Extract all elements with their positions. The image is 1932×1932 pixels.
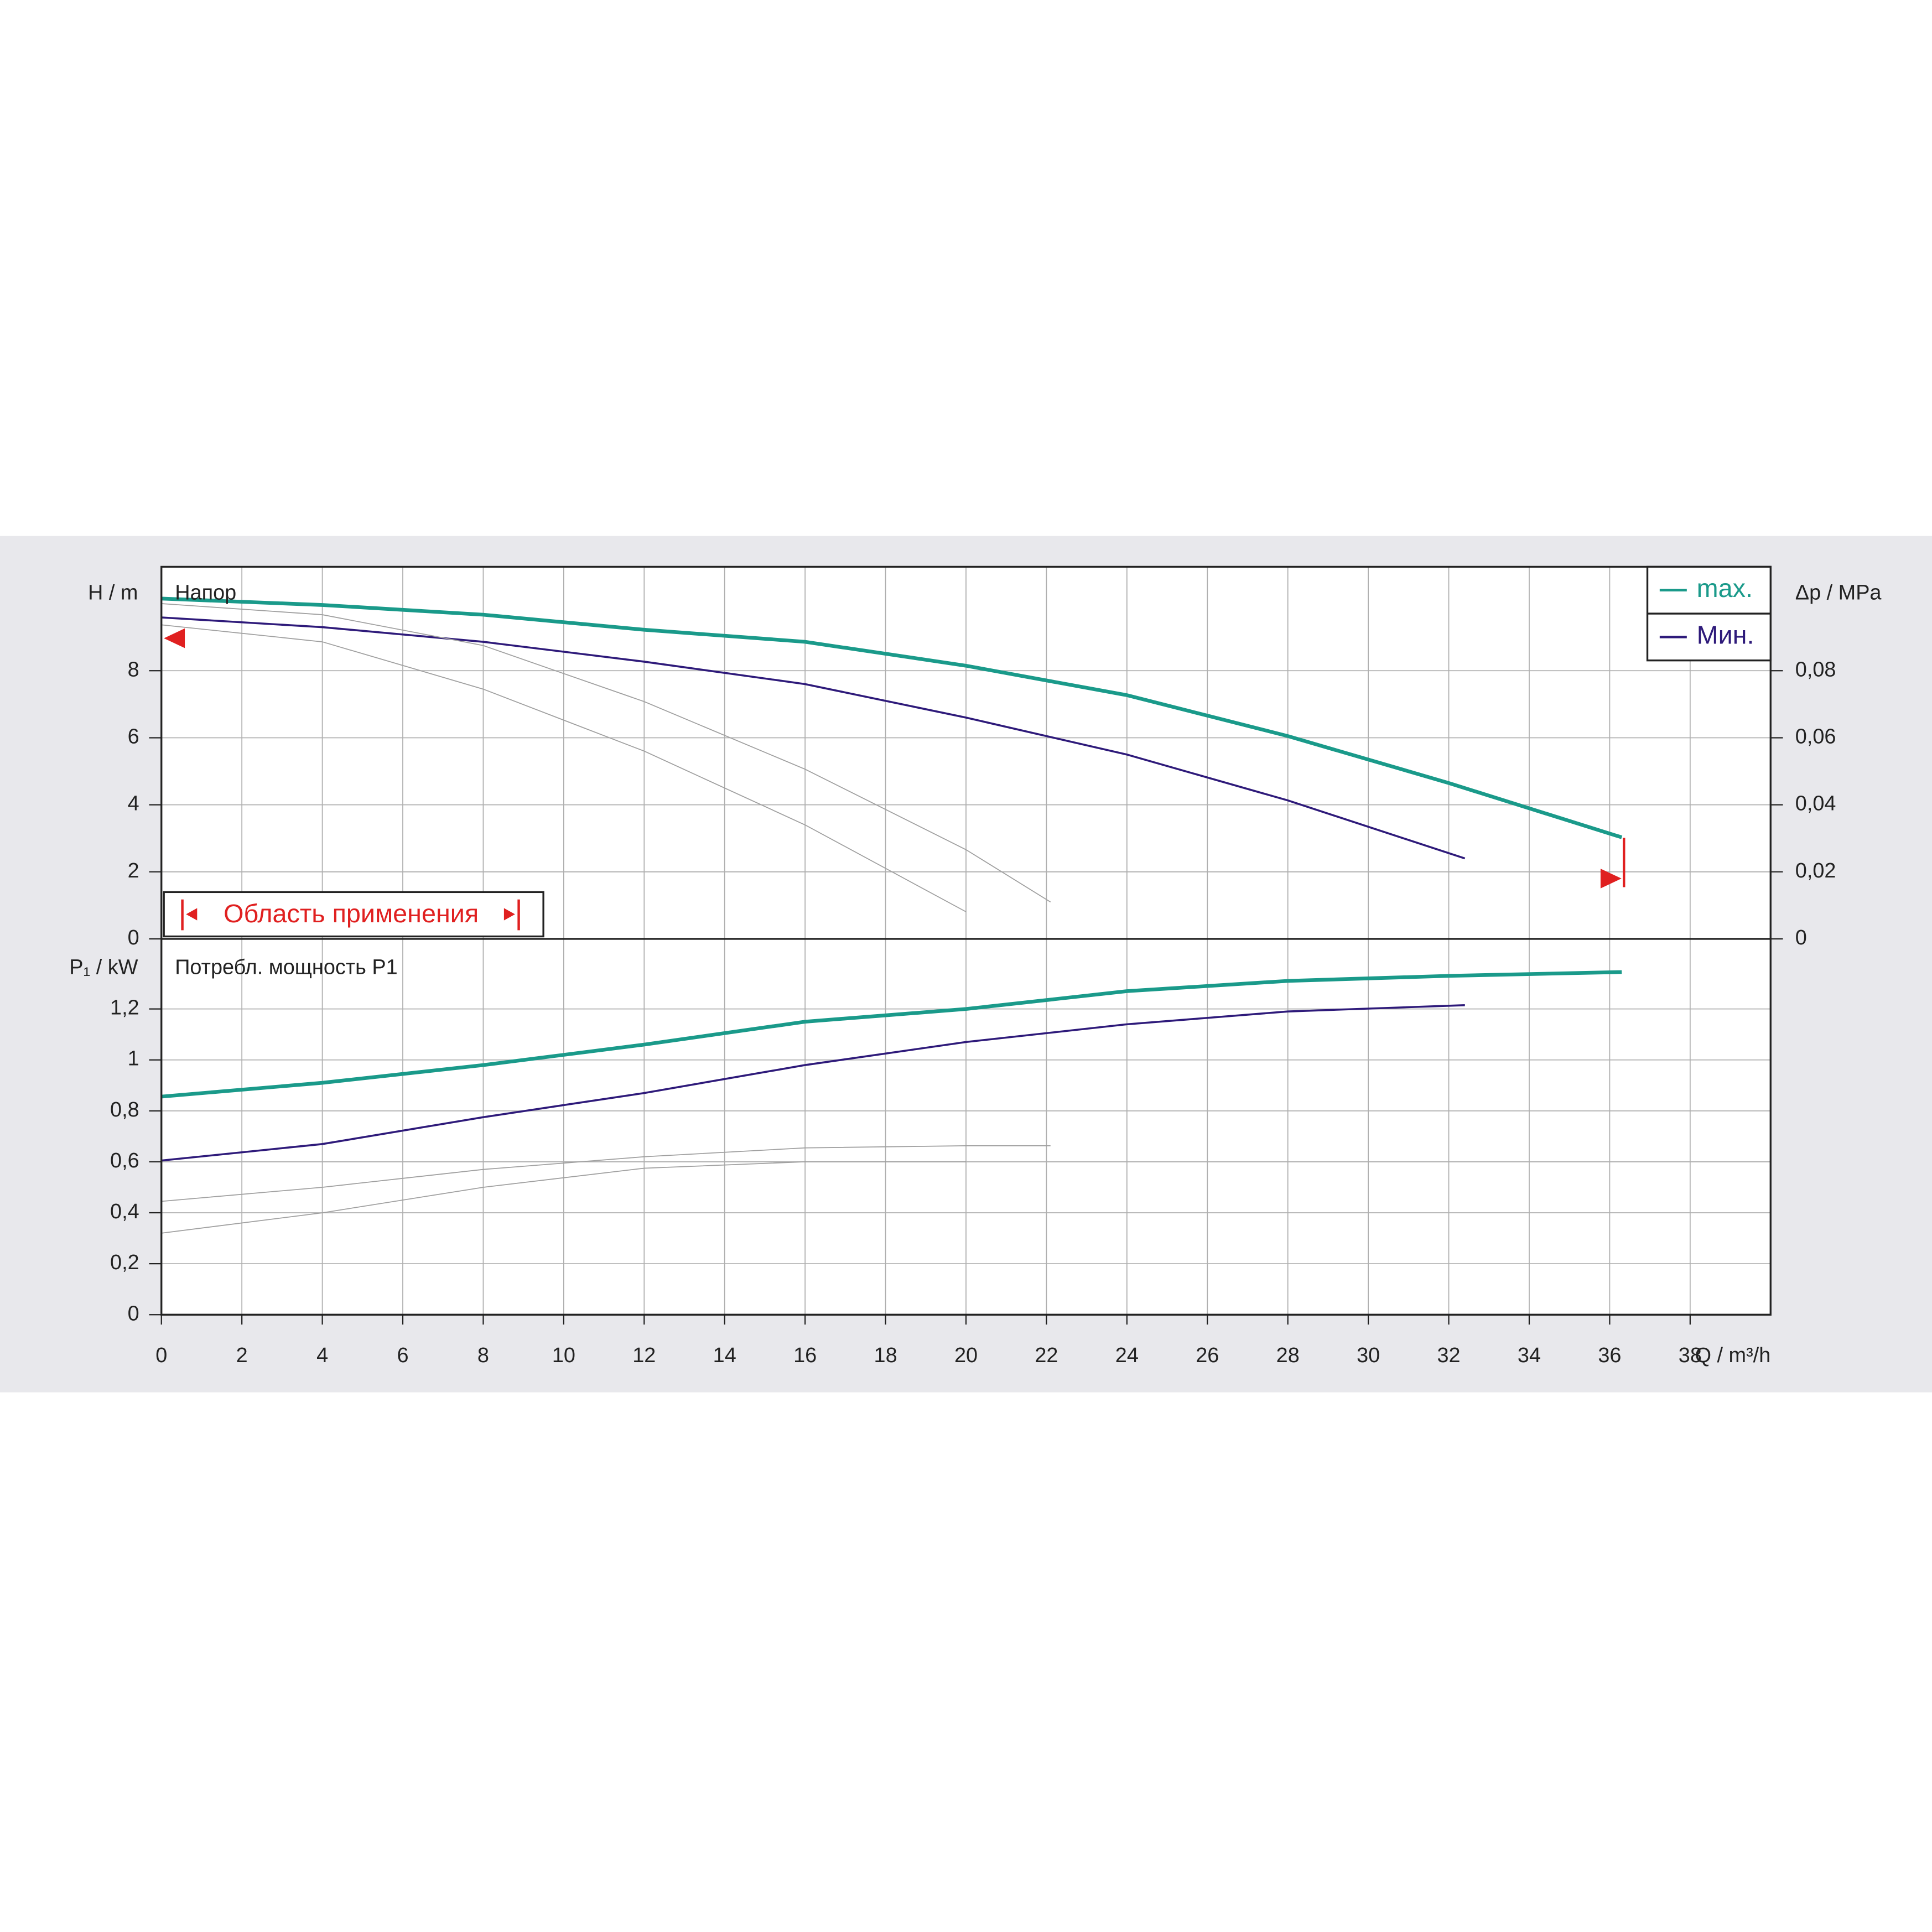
x-tick-label: 8 — [477, 1344, 489, 1367]
y2-axis-label: Δp / MPa — [1795, 581, 1882, 604]
curves — [161, 596, 1623, 1234]
annotation-box — [163, 891, 544, 938]
y-tick-label: 1 — [128, 1047, 139, 1071]
x-tick-label: 32 — [1437, 1344, 1461, 1367]
x-tick-label: 10 — [552, 1344, 575, 1367]
y-axis-label: H / m — [88, 581, 138, 604]
range-arrow — [186, 908, 198, 921]
curve — [161, 603, 1051, 903]
x-tick-label: 28 — [1276, 1344, 1300, 1367]
annotation: Область применения — [224, 899, 479, 928]
x-tick-label: 12 — [632, 1344, 656, 1367]
x-tick-label: 6 — [397, 1344, 408, 1367]
curve — [161, 616, 1466, 860]
range-arrow — [503, 908, 515, 921]
y-tick-label: 0,8 — [110, 1098, 139, 1121]
curve — [161, 624, 967, 912]
y2-tick-label: 0,02 — [1795, 859, 1836, 882]
x-tick-label: 38 — [1679, 1344, 1702, 1367]
range-marker — [1600, 869, 1622, 889]
legend: max. Мин. — [1646, 565, 1772, 662]
curve — [161, 1145, 1051, 1202]
legend-label: max. — [1697, 574, 1753, 603]
x-tick-label: 34 — [1518, 1344, 1541, 1367]
x-tick-label: 4 — [316, 1344, 328, 1367]
chart-title: Напор — [175, 581, 236, 604]
curve — [161, 596, 1623, 839]
curve — [161, 1004, 1465, 1162]
y-tick-label: 0,6 — [110, 1149, 139, 1172]
x-tick-label: 22 — [1035, 1344, 1058, 1367]
x-tick-label: 36 — [1598, 1344, 1621, 1367]
x-tick-label: 24 — [1115, 1344, 1139, 1367]
x-tick-label: 26 — [1196, 1344, 1219, 1367]
y2-tick-label: 0 — [1795, 926, 1807, 949]
y-tick-label: 2 — [128, 859, 139, 882]
y-axis-label: P₁ / kW — [69, 955, 138, 979]
y2-tick-label: 0,04 — [1795, 792, 1836, 816]
y-tick-label: 0,4 — [110, 1200, 139, 1223]
y-tick-label: 0,2 — [110, 1251, 139, 1274]
x-tick-label: 20 — [954, 1344, 978, 1367]
y-tick-label: 6 — [128, 725, 139, 748]
y-tick-label: 4 — [128, 792, 139, 816]
x-tick-label: 2 — [236, 1344, 248, 1367]
range-marker — [164, 628, 185, 648]
y2-tick-label: 0,06 — [1795, 725, 1836, 748]
curve — [161, 970, 1622, 1099]
x-tick-label: 14 — [713, 1344, 736, 1367]
x-axis-label: Q / m³/h — [1695, 1344, 1771, 1367]
x-tick-label: 16 — [793, 1344, 817, 1367]
curve — [161, 1161, 966, 1234]
plot-frame — [160, 565, 1772, 1316]
y-tick-label: 1,2 — [110, 996, 139, 1020]
chart-title: Потребл. мощность P1 — [175, 955, 397, 979]
x-tick-label: 18 — [874, 1344, 897, 1367]
y-tick-label: 8 — [128, 658, 139, 681]
y-tick-label: 0 — [128, 1302, 139, 1325]
legend-label: Мин. — [1697, 621, 1754, 650]
x-tick-label: 30 — [1357, 1344, 1380, 1367]
x-tick-label: 0 — [155, 1344, 167, 1367]
y-tick-label: 0 — [128, 926, 139, 949]
y2-tick-label: 0,08 — [1795, 658, 1836, 681]
